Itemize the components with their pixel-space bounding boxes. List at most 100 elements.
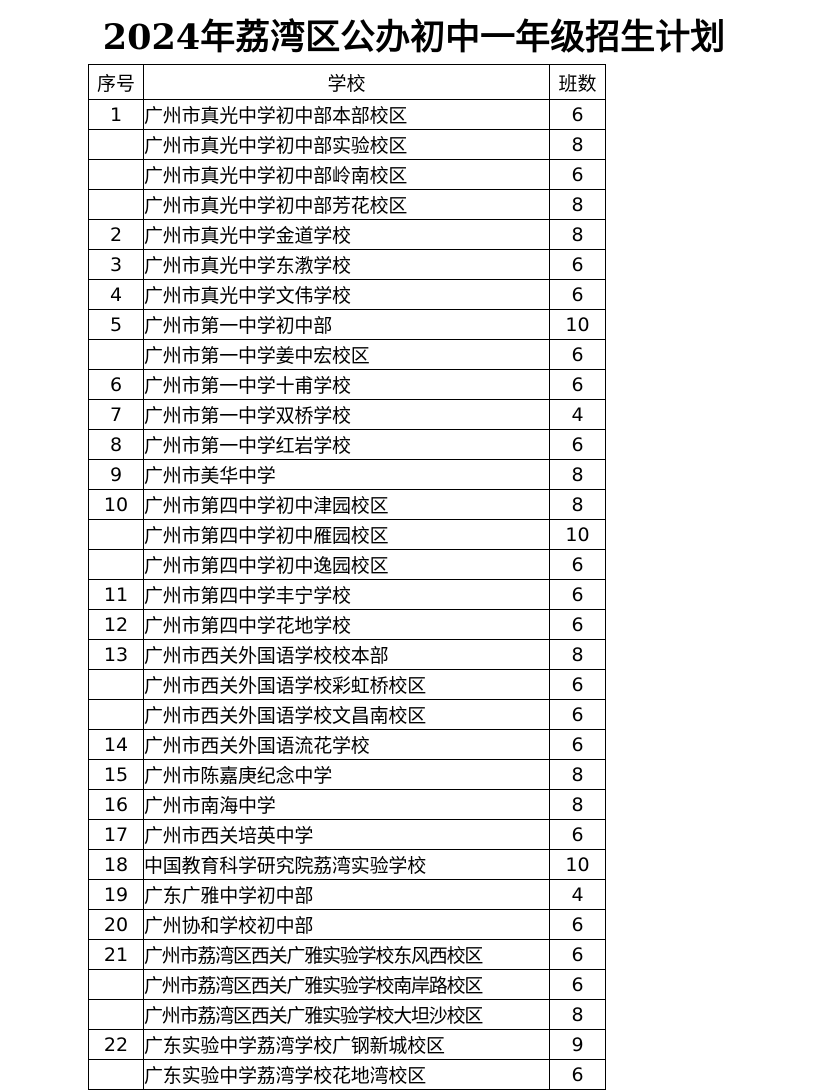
cell-index [88,969,144,1000]
cell-index: 4 [88,279,144,310]
cell-class-count: 6 [549,939,606,970]
cell-class-count: 6 [549,369,606,400]
cell-school-name: 广州市南海中学 [143,789,550,820]
cell-index: 21 [88,939,144,970]
cell-school-name: 广州市荔湾区西关广雅实验学校大坦沙校区 [143,999,550,1030]
cell-index: 17 [88,819,144,850]
cell-school-name: 广州市第一中学十甫学校 [143,369,550,400]
table-row: 14 广州市西关外国语流花学校 6 [88,729,606,760]
cell-school-name: 广东广雅中学初中部 [143,879,550,910]
cell-class-count: 6 [549,609,606,640]
cell-class-count: 8 [549,759,606,790]
cell-class-count: 6 [549,429,606,460]
cell-index: 12 [88,609,144,640]
cell-class-count: 6 [549,969,606,1000]
cell-class-count: 8 [549,489,606,520]
table-row: 广州市荔湾区西关广雅实验学校大坦沙校区 8 [88,999,606,1030]
cell-school-name: 广州市第一中学红岩学校 [143,429,550,460]
table-row: 18 中国教育科学研究院荔湾实验学校 10 [88,849,606,880]
cell-index: 2 [88,219,144,250]
table-row: 广州市第四中学初中逸园校区 6 [88,549,606,580]
cell-school-name: 广州市第四中学花地学校 [143,609,550,640]
table-row: 13 广州市西关外国语学校校本部 8 [88,639,606,670]
cell-school-name: 广州市陈嘉庚纪念中学 [143,759,550,790]
cell-school-name: 广州市真光中学初中部芳花校区 [143,189,550,220]
cell-index [88,999,144,1030]
cell-class-count: 6 [549,909,606,940]
cell-school-name: 广州市第一中学双桥学校 [143,399,550,430]
cell-school-name: 广州市西关培英中学 [143,819,550,850]
cell-school-name: 广州市真光中学初中部实验校区 [143,129,550,160]
cell-index [88,129,144,160]
cell-school-name: 广州市真光中学初中部本部校区 [143,99,550,130]
cell-index: 10 [88,489,144,520]
cell-class-count: 6 [549,549,606,580]
table-row: 22 广东实验中学荔湾学校广钢新城校区 9 [88,1029,606,1060]
cell-class-count: 8 [549,639,606,670]
enrollment-plan-table: 序号 学校 班数 1 广州市真光中学初中部本部校区 6 广州市真光中学初中部实验校区 8… [88,64,606,1090]
table-row: 广州市真光中学初中部岭南校区 6 [88,159,606,190]
cell-class-count: 6 [549,819,606,850]
cell-index: 3 [88,249,144,280]
cell-index [88,1059,144,1090]
cell-school-name: 广东实验中学荔湾学校广钢新城校区 [143,1029,550,1060]
table-row: 11 广州市第四中学丰宁学校 6 [88,579,606,610]
page-title: 2024年荔湾区公办初中一年级招生计划 [102,17,726,58]
cell-school-name: 广州市荔湾区西关广雅实验学校南岸路校区 [143,969,550,1000]
cell-school-name: 广州市第一中学姜中宏校区 [143,339,550,370]
cell-class-count: 4 [549,879,606,910]
cell-index: 13 [88,639,144,670]
column-header-index: 序号 [88,64,144,100]
cell-class-count: 8 [549,189,606,220]
table-row: 广州市西关外国语学校彩虹桥校区 6 [88,669,606,700]
table-row: 7 广州市第一中学双桥学校 4 [88,399,606,430]
table-row: 广州市真光中学初中部实验校区 8 [88,129,606,160]
cell-index: 22 [88,1029,144,1060]
cell-index: 18 [88,849,144,880]
cell-index: 16 [88,789,144,820]
table-header-row: 序号 学校 班数 [88,64,606,100]
cell-index: 5 [88,309,144,340]
enrollment-plan-table-wrapper: 序号 学校 班数 1 广州市真光中学初中部本部校区 6 广州市真光中学初中部实验校区 8… [88,64,606,1090]
cell-school-name: 广州市西关外国语学校校本部 [143,639,550,670]
table-row: 10 广州市第四中学初中津园校区 8 [88,489,606,520]
cell-class-count: 10 [549,519,606,550]
table-row: 广州市西关外国语学校文昌南校区 6 [88,699,606,730]
cell-index: 11 [88,579,144,610]
cell-index: 6 [88,369,144,400]
table-row: 8 广州市第一中学红岩学校 6 [88,429,606,460]
column-header-school: 学校 [143,64,550,100]
table-row: 17 广州市西关培英中学 6 [88,819,606,850]
cell-class-count: 8 [549,999,606,1030]
cell-school-name: 广州市第四中学初中雁园校区 [143,519,550,550]
table-row: 4 广州市真光中学文伟学校 6 [88,279,606,310]
cell-class-count: 6 [549,699,606,730]
cell-class-count: 6 [549,339,606,370]
cell-index [88,699,144,730]
cell-class-count: 8 [549,219,606,250]
cell-school-name: 广州市真光中学文伟学校 [143,279,550,310]
table-row: 3 广州市真光中学东漖学校 6 [88,249,606,280]
cell-class-count: 6 [549,249,606,280]
cell-class-count: 6 [549,1059,606,1090]
cell-school-name: 广州市真光中学初中部岭南校区 [143,159,550,190]
cell-school-name: 广州市西关外国语流花学校 [143,729,550,760]
cell-school-name: 广东实验中学荔湾学校花地湾校区 [143,1059,550,1090]
cell-school-name: 广州市真光中学东漖学校 [143,249,550,280]
cell-school-name: 广州协和学校初中部 [143,909,550,940]
table-body: 1 广州市真光中学初中部本部校区 6 广州市真光中学初中部实验校区 8 广州市真光中学初中… [88,99,606,1090]
cell-index [88,519,144,550]
cell-index [88,549,144,580]
cell-index: 20 [88,909,144,940]
cell-class-count: 6 [549,579,606,610]
cell-index [88,669,144,700]
table-row: 广州市第一中学姜中宏校区 6 [88,339,606,370]
table-row: 16 广州市南海中学 8 [88,789,606,820]
table-row: 19 广东广雅中学初中部 4 [88,879,606,910]
table-row: 15 广州市陈嘉庚纪念中学 8 [88,759,606,790]
cell-class-count: 8 [549,789,606,820]
cell-index: 7 [88,399,144,430]
table-row: 12 广州市第四中学花地学校 6 [88,609,606,640]
cell-school-name: 中国教育科学研究院荔湾实验学校 [143,849,550,880]
table-row: 广州市荔湾区西关广雅实验学校南岸路校区 6 [88,969,606,1000]
